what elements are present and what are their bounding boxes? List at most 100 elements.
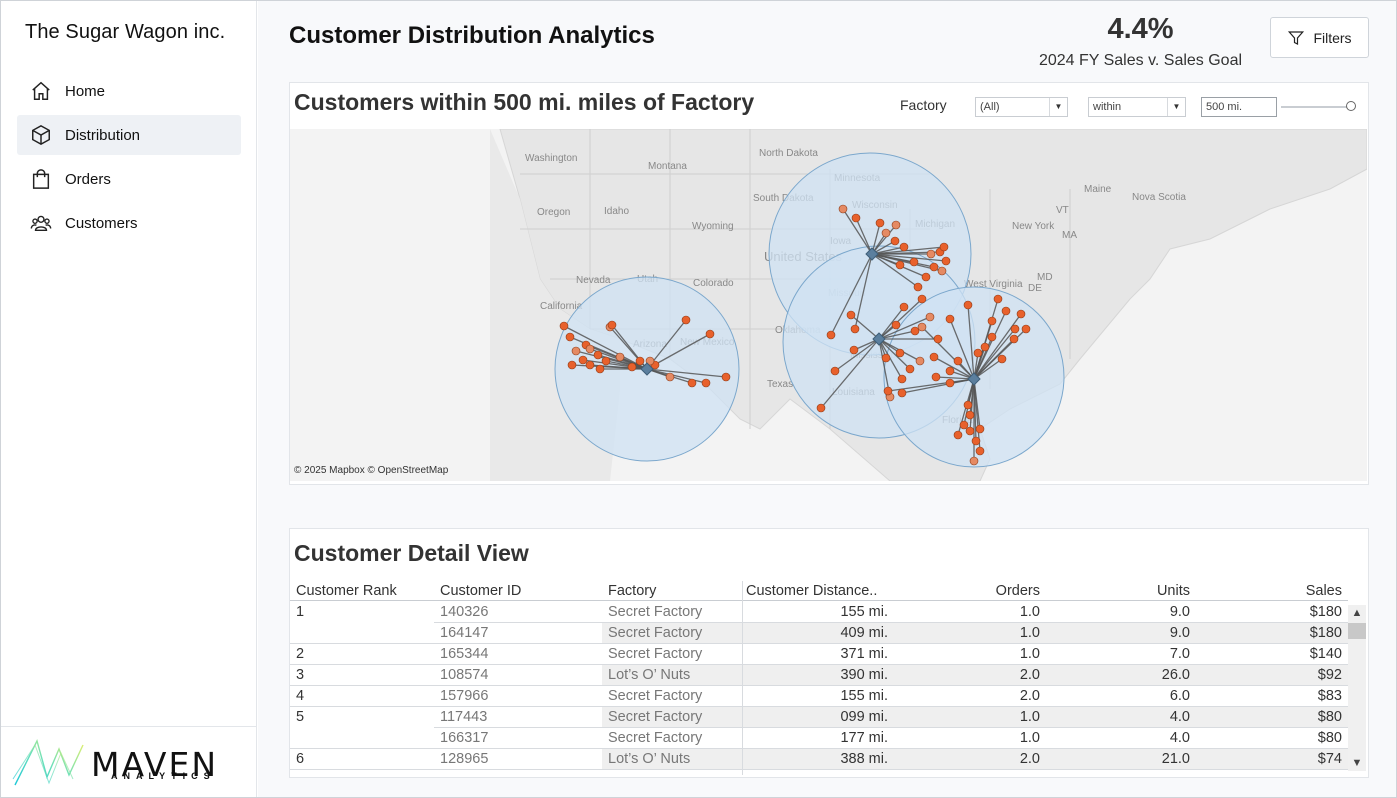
customer-point xyxy=(1016,309,1026,319)
row-band xyxy=(602,665,1348,686)
filters-button[interactable]: Filters xyxy=(1270,17,1369,58)
cell-units: 6.0 xyxy=(1169,688,1190,704)
distance-slider-track[interactable] xyxy=(1281,106,1349,108)
customer-point xyxy=(687,378,697,388)
table-row[interactable]: 1 140326 Secret Factory 155 mi. 1.0 9.0 $180 xyxy=(290,602,1348,623)
table-header: Customer Rank Customer ID Factory Custom… xyxy=(290,581,1348,601)
cell-rank: 6 xyxy=(296,751,305,767)
map-label: VT xyxy=(1056,205,1069,216)
customer-point xyxy=(975,424,985,434)
distance-operator-select[interactable]: within ▼ xyxy=(1088,97,1186,117)
cell-factory: Secret Factory xyxy=(608,646,703,662)
map-title: Customers within 500 mi. miles of Factor… xyxy=(294,89,755,115)
column-header[interactable]: Customer Distance.. xyxy=(746,583,878,599)
brand-name: The Sugar Wagon inc. xyxy=(25,21,226,43)
map-label: Idaho xyxy=(604,206,629,217)
customer-point xyxy=(945,366,955,376)
customer-point xyxy=(615,352,625,362)
customer-point xyxy=(578,355,588,365)
home-icon xyxy=(29,79,53,103)
cell-orders: 2.0 xyxy=(1019,667,1040,683)
cell-rank: 5 xyxy=(296,709,305,725)
factory-marker xyxy=(967,372,981,386)
maven-analytics-logo[interactable]: MAVEN ANALYTICS xyxy=(11,735,251,791)
factory-select[interactable]: (All) ▼ xyxy=(975,97,1068,117)
map-label: New York xyxy=(1012,221,1055,232)
table-row[interactable]: 166317 Secret Factory 177 mi. 1.0 4.0 $80 xyxy=(290,728,1348,749)
distribution-line xyxy=(878,338,903,380)
column-header[interactable]: Customer ID xyxy=(440,583,522,599)
customer-point xyxy=(997,354,1007,364)
column-header[interactable]: Sales xyxy=(1305,583,1342,599)
table-row[interactable]: 2 165344 Secret Factory 371 mi. 1.0 7.0 $140 xyxy=(290,644,1348,665)
row-divider xyxy=(434,727,1348,728)
table-row[interactable]: 164147 Secret Factory 409 mi. 1.0 9.0 $180 xyxy=(290,623,1348,644)
column-header[interactable]: Orders xyxy=(995,583,1040,599)
cell-units: 9.0 xyxy=(1169,604,1190,620)
distribution-line xyxy=(563,325,648,370)
customer-point xyxy=(975,446,985,456)
customer-point xyxy=(890,236,900,246)
cell-sales: $180 xyxy=(1309,625,1342,641)
sidebar-item-home[interactable]: Home xyxy=(17,71,241,111)
sidebar-nav: Home Distribution Orders Customers xyxy=(17,71,241,247)
map-label: West Virginia xyxy=(964,279,1023,290)
table-row[interactable]: 4 157966 Secret Factory 155 mi. 2.0 6.0 $83 xyxy=(290,686,1348,707)
cell-factory: Secret Factory xyxy=(608,709,703,725)
sidebar-item-orders[interactable]: Orders xyxy=(17,159,241,199)
table-row[interactable]: 3 108574 Lot’s O’ Nuts 390 mi. 2.0 26.0 $92 xyxy=(290,665,1348,686)
sidebar-item-customers[interactable]: Customers xyxy=(17,203,241,243)
column-header[interactable]: Units xyxy=(1156,583,1190,599)
factory-markers xyxy=(640,247,981,386)
table-row[interactable]: 6 128965 Lot’s O’ Nuts 388 mi. 2.0 21.0 $74 xyxy=(290,749,1348,770)
customer-point xyxy=(987,316,997,326)
table-scrollbar[interactable]: ▲ ▼ xyxy=(1348,605,1366,771)
customer-point xyxy=(899,302,909,312)
cell-id: 166317 xyxy=(440,730,489,746)
customer-point xyxy=(1010,324,1020,334)
customer-point xyxy=(567,360,577,370)
column-divider xyxy=(742,581,743,775)
distribution-line xyxy=(850,314,880,340)
column-header[interactable]: Factory xyxy=(608,583,657,599)
row-band xyxy=(602,707,1348,728)
customer-point xyxy=(959,420,969,430)
map-label: Nevada xyxy=(576,275,611,286)
sidebar-item-label: Distribution xyxy=(65,126,141,144)
customer-point xyxy=(899,242,909,252)
customer-point xyxy=(980,342,990,352)
table-row[interactable]: 5 117443 Secret Factory 099 mi. 1.0 4.0 $80 xyxy=(290,707,1348,728)
cell-id: 140326 xyxy=(440,604,489,620)
scroll-up-icon[interactable]: ▲ xyxy=(1351,607,1363,619)
sidebar-item-label: Home xyxy=(65,82,106,100)
chevron-down-icon: ▼ xyxy=(1167,98,1185,116)
customer-point xyxy=(993,294,1003,304)
customer-point xyxy=(965,426,975,436)
cell-sales: $80 xyxy=(1317,730,1342,746)
customer-point xyxy=(931,372,941,382)
customer-point xyxy=(945,314,955,324)
distance-slider-handle[interactable] xyxy=(1346,101,1356,111)
sidebar-item-distribution[interactable]: Distribution xyxy=(17,115,241,155)
cell-factory: Lot’s O’ Nuts xyxy=(608,751,691,767)
distance-input[interactable]: 500 mi. xyxy=(1201,97,1277,117)
customer-point xyxy=(953,356,963,366)
customer-point xyxy=(601,356,611,366)
customer-point xyxy=(1021,324,1031,334)
map-label: Washington xyxy=(525,153,577,164)
sidebar-item-label: Orders xyxy=(65,170,111,188)
distribution-line xyxy=(820,338,880,409)
cell-units: 9.0 xyxy=(1169,625,1190,641)
cell-sales: $80 xyxy=(1317,709,1342,725)
maven-wordmark: MAVEN xyxy=(91,745,219,784)
column-header[interactable]: Customer Rank xyxy=(296,583,397,599)
customer-points xyxy=(559,204,1031,466)
map-label: Colorado xyxy=(693,278,734,289)
cell-factory: Secret Factory xyxy=(608,688,703,704)
scrollbar-thumb[interactable] xyxy=(1348,623,1366,639)
main-content: Customer Distribution Analytics 4.4% 202… xyxy=(258,1,1396,797)
scroll-down-icon[interactable]: ▼ xyxy=(1351,757,1363,769)
customer-point xyxy=(830,366,840,376)
